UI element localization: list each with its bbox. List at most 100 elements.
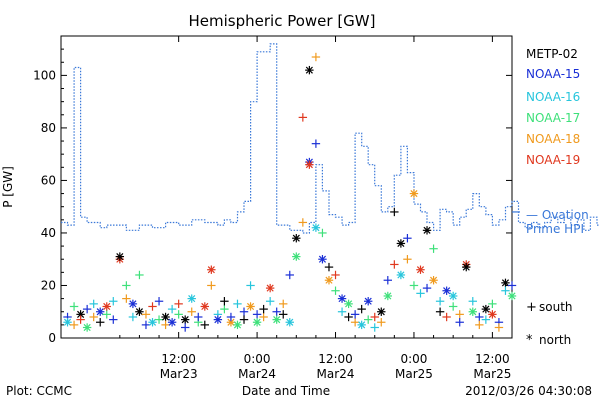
south-point-29 (154, 315, 164, 324)
south-point-19 (122, 294, 131, 303)
south-point-48 (220, 304, 229, 314)
legend-series-3: NOAA-17 (526, 111, 580, 125)
y-tick-label-4: 80 (41, 121, 56, 135)
south-point-128 (475, 312, 484, 322)
north-point-68 (285, 318, 294, 327)
data-points (63, 52, 517, 332)
north-point-62 (265, 283, 275, 293)
north-point-108 (409, 189, 419, 198)
north-point-115 (429, 276, 438, 285)
north-point-33 (167, 318, 177, 327)
south-point-135 (494, 323, 504, 332)
south-point-34 (174, 310, 183, 319)
south-point-37 (180, 323, 190, 332)
ovation-label-line2: Prime HPI (526, 222, 584, 236)
south-point-126 (468, 297, 477, 306)
x-tick-date-0: Mar23 (160, 367, 198, 381)
south-point-35 (174, 299, 183, 309)
north-point-50 (226, 318, 236, 327)
north-point-10 (96, 307, 105, 316)
south-point-72 (298, 113, 308, 122)
north-point-70 (292, 252, 301, 261)
south-point-58 (252, 310, 262, 319)
south-point-99 (377, 318, 386, 327)
legend-series-1: NOAA-15 (526, 67, 580, 81)
chart-title: Hemispheric Power [GW] (189, 12, 376, 30)
south-point-132 (488, 299, 497, 309)
south-point-97 (370, 323, 379, 332)
south-point-54 (239, 307, 249, 316)
footer-plot-source: Plot: CCMC (6, 384, 72, 398)
north-point-110 (416, 265, 425, 274)
y-axis-label: P [GW] (1, 166, 15, 208)
south-point-102 (390, 260, 399, 269)
north-point-98 (377, 307, 386, 316)
south-point-111 (416, 289, 425, 298)
south-point-129 (475, 320, 484, 330)
south-point-15 (109, 297, 118, 306)
south-point-12 (102, 310, 111, 319)
south-point-113 (422, 283, 432, 293)
south-point-2 (69, 302, 79, 311)
south-point-21 (128, 312, 138, 322)
legend-series-0: METP-02 (526, 47, 578, 61)
south-point-77 (311, 52, 321, 62)
north-point-1 (63, 318, 72, 327)
south-point-78 (311, 139, 321, 148)
north-point-133 (488, 310, 497, 319)
south-point-91 (350, 310, 360, 319)
y-tick-label-2: 40 (41, 226, 56, 240)
ovation-hpi-line (61, 43, 600, 234)
south-point-90 (350, 318, 360, 327)
north-point-39 (187, 294, 196, 303)
south-point-14 (109, 315, 118, 324)
x-tick-date-4: Mar25 (473, 367, 511, 381)
north-point-36 (180, 315, 190, 324)
south-point-84 (331, 286, 340, 295)
south-point-117 (435, 307, 445, 316)
north-point-89 (344, 299, 353, 309)
south-point-120 (448, 302, 458, 311)
north-point-92 (357, 320, 366, 330)
north-point-44 (207, 265, 216, 274)
north-point-47 (213, 315, 223, 324)
north-point-65 (272, 315, 281, 324)
north-point-139 (507, 291, 517, 301)
south-point-25 (141, 320, 151, 330)
north-point-7 (82, 323, 92, 332)
south-point-66 (279, 299, 288, 309)
x-axis-label: Date and Time (242, 384, 330, 398)
south-point-131 (481, 315, 491, 324)
south-point-51 (226, 312, 236, 322)
south-point-73 (298, 218, 308, 227)
south-point-49 (220, 297, 229, 306)
north-point-125 (462, 262, 471, 272)
south-point-137 (501, 286, 510, 295)
south-point-106 (403, 234, 412, 243)
south-point-80 (318, 228, 327, 238)
south-point-5 (76, 315, 85, 324)
south-point-122 (455, 310, 464, 319)
south-point-57 (246, 281, 255, 290)
y-tick-label-5: 100 (33, 68, 56, 82)
north-marker-label: north (539, 333, 571, 347)
south-point-103 (390, 207, 399, 217)
north-point-20 (128, 299, 138, 309)
south-point-52 (233, 299, 242, 309)
y-tick-label-0: 0 (48, 331, 56, 345)
south-point-43 (200, 320, 209, 330)
south-point-64 (272, 307, 281, 316)
south-point-32 (167, 304, 177, 314)
south-point-96 (370, 312, 379, 322)
x-tick-time-3: 0:00 (400, 352, 427, 366)
y-tick-label-1: 20 (41, 278, 56, 292)
north-point-118 (442, 286, 451, 295)
y-axis: 0 20 40 60 80 100 (33, 48, 512, 345)
south-point-27 (148, 302, 157, 311)
north-point-86 (337, 294, 347, 303)
south-point-22 (135, 270, 144, 280)
north-point-17 (115, 252, 125, 261)
south-point-109 (409, 281, 419, 290)
south-point-3 (69, 320, 79, 330)
footer-timestamp: 2012/03/26 04:30:08 (465, 384, 592, 398)
